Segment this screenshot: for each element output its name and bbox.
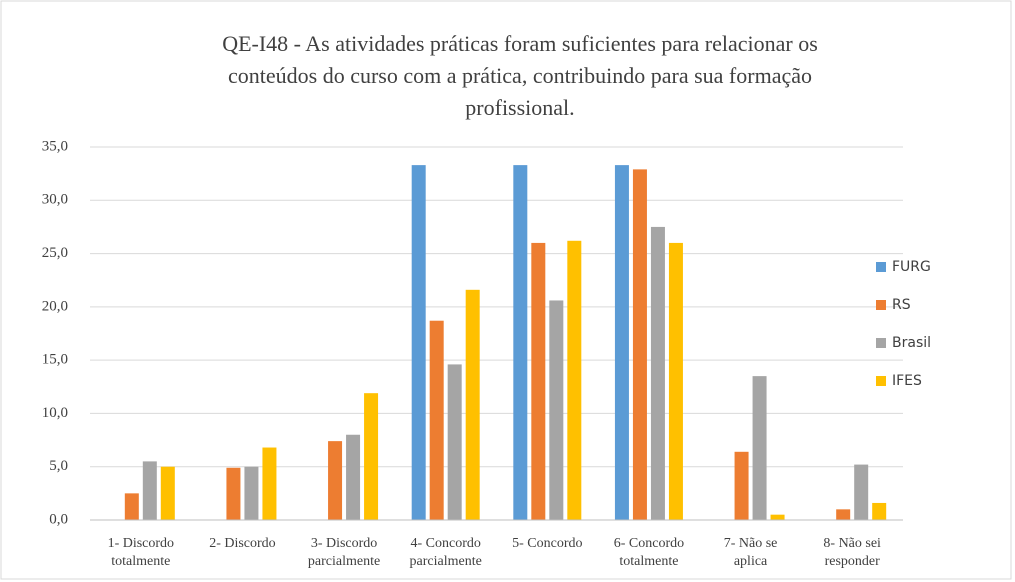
bar: [668, 242, 683, 520]
bar: [142, 461, 157, 520]
y-tick-label: 35,0: [42, 138, 68, 154]
bar: [226, 467, 241, 520]
bar: [124, 493, 139, 520]
x-tick-label: 7- Não se aplica: [724, 536, 778, 569]
y-tick-label: 0,0: [49, 511, 68, 527]
x-tick-label: 1- Discordo totalmente: [108, 536, 175, 569]
y-tick-label: 15,0: [42, 352, 68, 368]
bar: [447, 364, 462, 520]
bar: [513, 165, 528, 521]
bar: [549, 300, 564, 520]
legend-swatch: [876, 338, 886, 348]
bar: [872, 502, 887, 520]
bar: [650, 226, 665, 520]
legend-label: Brasil: [892, 335, 931, 351]
legend-swatch: [876, 300, 886, 310]
legend-label: IFES: [892, 373, 922, 389]
y-tick-label: 5,0: [49, 458, 68, 474]
x-tick-label: 8- Não sei responder: [823, 536, 881, 569]
legend-label: RS: [892, 297, 911, 313]
bar: [752, 376, 767, 520]
bar: [632, 169, 647, 520]
x-tick-label: 3- Discordo parcialmente: [308, 536, 380, 569]
y-tick-label: 25,0: [42, 245, 68, 261]
bar: [262, 447, 277, 520]
bar: [734, 451, 749, 520]
bar: [364, 393, 379, 520]
bar: [567, 240, 582, 521]
bar: [429, 320, 444, 520]
y-tick-label: 30,0: [42, 192, 68, 208]
bar: [531, 242, 546, 520]
x-tick-label: 4- Concordo parcialmente: [410, 536, 482, 569]
bar: [244, 466, 259, 520]
x-tick-label: 6- Concordo totalmente: [614, 536, 684, 569]
y-tick-label: 20,0: [42, 298, 68, 314]
legend-swatch: [876, 376, 886, 386]
legend-label: FURG: [892, 259, 931, 275]
chart-title: QE-I48 - As atividades práticas foram su…: [222, 31, 818, 120]
x-tick-label: 2- Discordo: [209, 536, 276, 551]
bar: [854, 464, 869, 520]
bar: [836, 509, 851, 520]
bar: [614, 165, 629, 521]
y-tick-label: 10,0: [42, 405, 68, 421]
bar: [160, 466, 175, 520]
bar: [346, 434, 361, 520]
legend-swatch: [876, 262, 886, 272]
bar: [328, 441, 343, 520]
x-tick-label: 5- Concordo: [512, 536, 582, 551]
bar: [770, 514, 785, 520]
bar: [465, 289, 480, 520]
bar: [411, 165, 426, 521]
